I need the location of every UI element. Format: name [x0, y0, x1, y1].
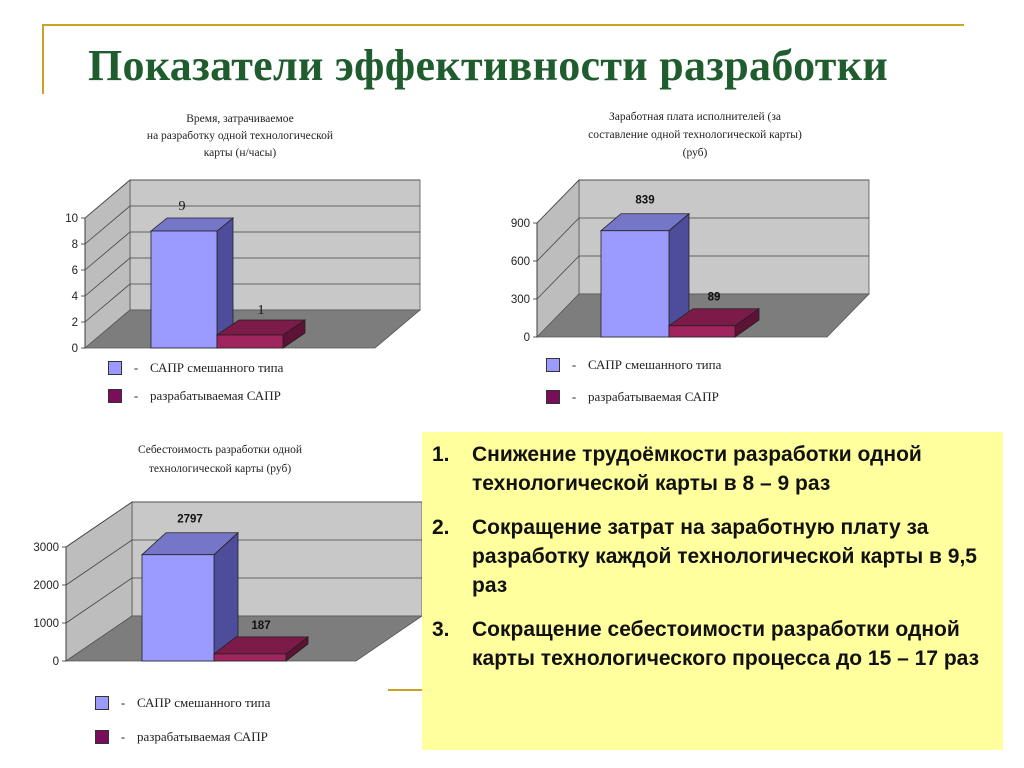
legend-item-series-a: - САПР смешанного типа	[108, 360, 283, 376]
chart-gridline	[84, 205, 420, 245]
chart-gridline	[65, 539, 422, 586]
legend-label-series-b: разрабатываемая САПР	[588, 389, 719, 404]
conclusion-text: Сокращение затрат на заработную плату за…	[472, 516, 977, 597]
chart-y-tick-label: 3000	[33, 542, 59, 554]
chart-gridline	[84, 231, 420, 271]
legend-swatch-series-a	[546, 358, 560, 372]
legend-item-series-a: - САПР смешанного типа	[95, 695, 270, 711]
chart-gridline	[84, 179, 420, 219]
chart-y-tick-label: 4	[72, 291, 79, 303]
legend-chart-cost: - САПР смешанного типа - разрабатываемая…	[95, 695, 395, 750]
chart-bar	[150, 230, 218, 349]
chart-bar	[141, 554, 215, 662]
legend-label-series-b: разрабатываемая САПР	[137, 729, 268, 744]
legend-swatch-series-b	[108, 389, 122, 403]
chart-y-tick-label: 0	[524, 332, 530, 344]
chart-salary: Заработная плата исполнителей (за составл…	[511, 111, 870, 344]
chart-y-tick-label: 300	[511, 294, 530, 306]
legend-swatch-series-b	[546, 390, 560, 404]
chart-gridline	[65, 577, 422, 624]
chart-data-label: 187	[251, 620, 270, 632]
chart-y-tick-label: 2	[72, 317, 78, 329]
chart-y-tick-label: 10	[65, 213, 78, 225]
chart-bar	[213, 653, 287, 662]
conclusion-text: Сокращение себестоимости разработки одно…	[472, 618, 980, 670]
chart-data-label: 839	[635, 195, 654, 207]
chart-gridline	[536, 179, 869, 224]
chart-gridline	[536, 255, 869, 300]
legend-dash: -	[571, 357, 577, 372]
conclusion-item: 3. Сокращение себестоимости разработки о…	[432, 615, 987, 673]
chart-data-label: 89	[708, 292, 721, 304]
chart-bar	[216, 334, 284, 349]
chart-y-tick-label: 0	[53, 656, 59, 668]
frame-left-line	[42, 24, 44, 94]
legend-label-series-a: САПР смешанного типа	[588, 357, 722, 372]
conclusion-number: 1.	[432, 443, 450, 466]
chart-title-line: Время, затрачиваемое	[186, 113, 293, 125]
chart-y-tick-label: 6	[72, 265, 78, 277]
chart-bar	[668, 325, 736, 338]
chart-y-tick-label: 1000	[33, 618, 59, 630]
chart-title-line: составление одной технологической карты)	[588, 129, 802, 141]
chart-gridline	[65, 501, 422, 548]
legend-item-series-a: - САПР смешанного типа	[546, 357, 721, 373]
legend-item-series-b: - разрабатываемая САПР	[108, 388, 281, 404]
legend-label-series-a: САПР смешанного типа	[150, 360, 284, 375]
chart-y-tick-label: 0	[72, 343, 78, 355]
chart-gridline	[84, 283, 420, 323]
conclusions-box: 1. Снижение трудоёмкости разработки одно…	[422, 432, 1003, 750]
legend-chart-salary: - САПР смешанного типа - разрабатываемая…	[546, 357, 846, 407]
chart-gridline	[84, 257, 420, 297]
chart-title-line: Себестоимость разработки одной	[138, 444, 302, 456]
chart-title-line: (руб)	[683, 147, 708, 159]
chart-y-tick-label: 900	[511, 218, 530, 230]
conclusion-number: 2.	[432, 516, 450, 539]
frame-top-line	[44, 24, 964, 26]
chart-y-tick-label: 8	[72, 239, 78, 251]
chart-cost: Себестоимость разработки одной технологич…	[33, 444, 424, 668]
chart-title-line: карты (н/часы)	[204, 147, 277, 159]
chart-title-line: технологической карты (руб)	[149, 463, 292, 475]
chart-data-label: 2797	[177, 514, 203, 526]
conclusion-item: 2. Сокращение затрат на заработную плату…	[432, 513, 987, 600]
frame-bottom-line	[388, 689, 428, 691]
chart-y-tick-label: 2000	[33, 580, 59, 592]
chart-data-label: 1	[258, 303, 265, 318]
chart-bar	[600, 230, 670, 338]
conclusion-text: Снижение трудоёмкости разработки одной т…	[472, 443, 922, 495]
legend-dash: -	[571, 389, 577, 404]
legend-swatch-series-a	[108, 361, 122, 375]
legend-item-series-b: - разрабатываемая САПР	[95, 729, 268, 745]
conclusion-item: 1. Снижение трудоёмкости разработки одно…	[432, 440, 987, 498]
legend-dash: -	[120, 695, 126, 710]
chart-y-tick-label: 600	[511, 256, 530, 268]
legend-label-series-b: разрабатываемая САПР	[150, 388, 281, 403]
chart-title-line: Заработная плата исполнителей (за	[609, 111, 781, 123]
legend-dash: -	[133, 388, 139, 403]
chart-gridline	[536, 217, 869, 262]
chart-data-label: 9	[179, 199, 186, 214]
legend-item-series-b: - разрабатываемая САПР	[546, 389, 719, 405]
legend-dash: -	[133, 360, 139, 375]
legend-dash: -	[120, 729, 126, 744]
legend-swatch-series-b	[95, 730, 109, 744]
chart-labor-hours: Время, затрачиваемое на разработку одной …	[65, 113, 422, 355]
legend-swatch-series-a	[95, 696, 109, 710]
conclusion-number: 3.	[432, 618, 450, 641]
slide-title: Показатели эффективности разработки	[88, 41, 889, 90]
legend-label-series-a: САПР смешанного типа	[137, 695, 271, 710]
chart-title-line: на разработку одной технологической	[147, 130, 333, 142]
legend-chart-labor-hours: - САПР смешанного типа - разрабатываемая…	[108, 360, 408, 410]
